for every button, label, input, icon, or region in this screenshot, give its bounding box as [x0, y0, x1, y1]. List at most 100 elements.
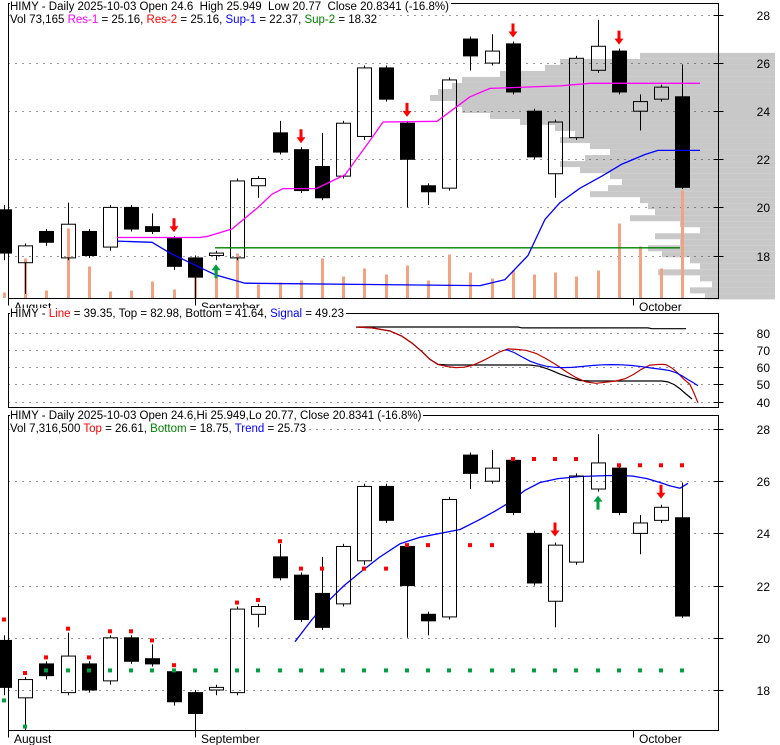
top-marker-dot [638, 463, 642, 468]
volume-bar [342, 276, 345, 298]
candle-up [18, 243, 33, 294]
y-axis-label: 50 [757, 378, 771, 392]
buy-signal-arrow [211, 264, 221, 279]
volume-bar [173, 289, 176, 298]
volume-profile-bar [622, 179, 775, 186]
volume-profile-bar [712, 281, 775, 288]
title-segment: Res-2 [146, 14, 178, 26]
bottom-marker-dot [278, 668, 282, 673]
sell-signal-arrow [656, 484, 666, 499]
oscillator-top-line [358, 326, 686, 330]
bottom-marker-dot [426, 668, 430, 673]
candle-body [654, 86, 669, 100]
bottom-marker-dot [108, 668, 112, 673]
volume-bar [406, 265, 409, 298]
candle-down [273, 120, 288, 155]
candle-body [315, 166, 330, 199]
volume-bar [109, 291, 112, 298]
candle-down [0, 635, 12, 696]
bottom-marker-dot [320, 668, 324, 673]
candle-body [167, 671, 182, 703]
sell-signal-arrow [614, 30, 624, 45]
top-marker-dot [490, 543, 494, 548]
sell-signal-arrow [169, 218, 179, 233]
y-axis-label: 28 [757, 423, 771, 437]
top-marker-dot [235, 600, 239, 605]
candle-body [209, 686, 224, 691]
bottom-marker-dot [341, 668, 345, 673]
title-segment: Top [83, 423, 102, 435]
candle-down [527, 108, 542, 160]
candle-down [145, 644, 160, 667]
top-marker-dot [150, 638, 154, 643]
volume-bar [151, 281, 154, 298]
candle-down [675, 64, 690, 189]
candle-up [633, 515, 648, 555]
candle-down [612, 465, 627, 516]
candle-down [188, 690, 203, 730]
volume-profile-bar [560, 161, 775, 168]
bottom-marker-dot [23, 724, 27, 729]
y-axis-label: 28 [757, 9, 771, 23]
top-marker-dot [532, 457, 536, 462]
volume-bar [300, 280, 303, 298]
candle-body [315, 592, 330, 628]
candle-up [442, 496, 457, 620]
bottom-marker-dot [447, 668, 451, 673]
candle-up [442, 77, 457, 191]
candle-body [400, 545, 415, 587]
volume-bar [321, 258, 324, 298]
candle-body [400, 122, 415, 160]
volume-bar [554, 272, 557, 298]
candle-body [421, 185, 436, 193]
candle-body [61, 223, 76, 259]
candle-body [18, 679, 33, 699]
candle-body [0, 639, 12, 688]
volume-bar [575, 276, 578, 298]
volume-bar [448, 254, 451, 298]
title-segment: = 25.16, [177, 14, 226, 26]
candle-up [591, 19, 606, 73]
title-segment: Line [48, 308, 71, 320]
candle-up [654, 84, 669, 102]
volume-profile-bar [700, 263, 775, 270]
bottom-marker-dot [596, 668, 600, 673]
bottom-marker-dot [172, 668, 176, 673]
oscillator-panel-y-axis: 80 70 60 50 40 [713, 327, 771, 410]
candle-down [315, 132, 330, 201]
candle-up [61, 632, 76, 696]
candle-body [124, 206, 139, 230]
y-axis-label: 80 [757, 327, 771, 341]
candle-up [357, 65, 372, 141]
candle-down [124, 204, 139, 232]
volume-profile-bar [630, 215, 775, 222]
oscillator-plot [355, 326, 699, 404]
volume-profile-bar [680, 221, 775, 228]
title-segment: = 26.61, [101, 423, 151, 435]
title-line: Vol 7,316,500 Top = 26.61, Bottom = 18.7… [10, 423, 309, 436]
volume-bar [512, 270, 515, 298]
bottom-marker-dot [129, 668, 133, 673]
top-marker-dot [384, 566, 388, 571]
buy-signal-arrow [593, 495, 603, 510]
y-axis-label: 26 [757, 57, 771, 71]
top-marker-dot [320, 566, 324, 571]
candle-body [485, 50, 500, 64]
candle-down [273, 543, 288, 581]
volume-profile-bar [455, 100, 775, 107]
bottom-marker-dot [680, 668, 684, 673]
candle-body [421, 613, 436, 622]
bottom-marker-dot [193, 668, 197, 673]
bottom-panel-frame [8, 415, 719, 731]
candle-body [188, 257, 203, 278]
y-axis-label: 40 [757, 396, 771, 410]
candle-body [633, 522, 648, 534]
month-label: September [201, 732, 260, 745]
volume-profile-bar [438, 88, 775, 95]
top-marker-dot [617, 463, 621, 468]
candle-down [145, 213, 160, 234]
sup1-line [116, 149, 700, 287]
candle-body [442, 498, 457, 618]
